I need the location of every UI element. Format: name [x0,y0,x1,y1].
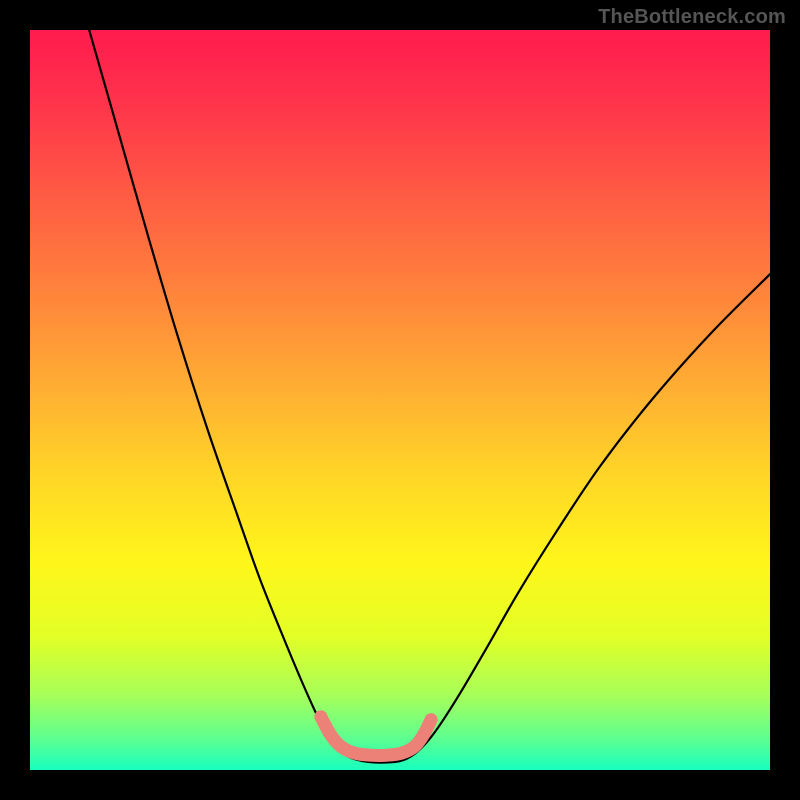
watermark-text: TheBottleneck.com [598,6,786,29]
chart-stage: TheBottleneck.com [0,0,800,800]
bottleneck-chart [0,0,800,800]
plot-gradient-area [30,30,770,770]
